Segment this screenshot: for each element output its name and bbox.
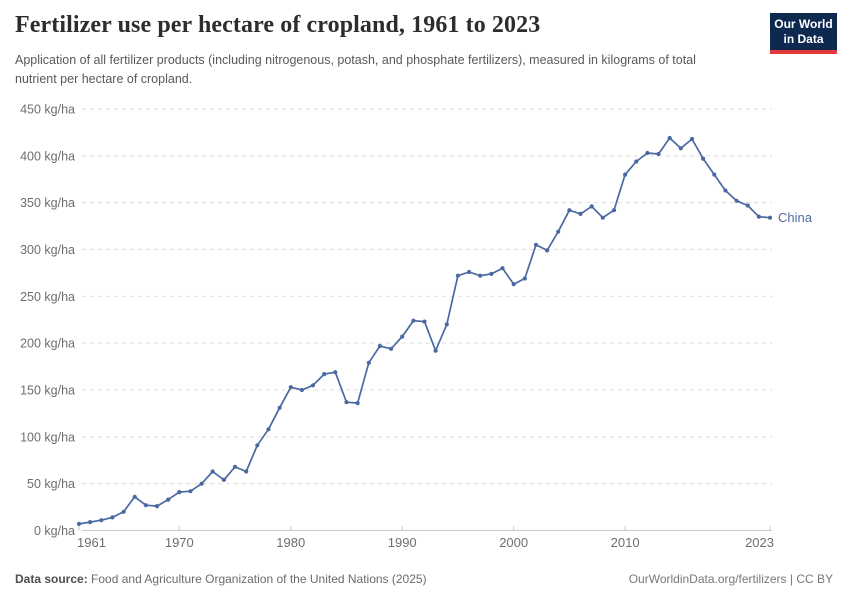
y-tick-label: 0 kg/ha [34, 524, 75, 538]
data-source: Data source: Food and Agriculture Organi… [15, 572, 427, 586]
data-point[interactable] [689, 136, 695, 142]
data-point[interactable] [678, 146, 683, 151]
data-point[interactable] [366, 360, 371, 365]
data-point[interactable] [132, 494, 137, 499]
x-tick-label: 1980 [276, 535, 305, 550]
data-point[interactable] [734, 198, 739, 203]
data-point[interactable] [344, 400, 349, 405]
data-point[interactable] [611, 208, 617, 213]
data-point[interactable] [210, 469, 215, 474]
owid-logo-line1: Our World [774, 17, 833, 31]
y-tick-label: 250 kg/ha [20, 290, 75, 304]
x-tick-label: 1961 [77, 535, 106, 550]
data-point[interactable] [177, 490, 182, 495]
data-point[interactable] [277, 405, 282, 410]
data-point[interactable] [110, 515, 115, 520]
data-point[interactable] [389, 346, 394, 351]
data-point[interactable] [232, 464, 238, 469]
data-point[interactable] [745, 203, 750, 208]
data-point[interactable] [333, 370, 338, 375]
x-tick-label: 1970 [165, 535, 194, 550]
data-point[interactable] [511, 282, 516, 287]
data-point[interactable] [199, 481, 204, 486]
owid-logo[interactable]: Our World in Data [770, 13, 837, 54]
data-point[interactable] [556, 229, 561, 234]
data-point[interactable] [310, 383, 316, 388]
data-point[interactable] [266, 427, 271, 432]
data-point[interactable] [623, 172, 628, 177]
data-point[interactable] [455, 273, 460, 278]
data-point[interactable] [322, 372, 327, 377]
data-point[interactable] [355, 401, 360, 406]
data-point[interactable] [422, 319, 427, 324]
x-tick-label: 1990 [388, 535, 417, 550]
owid-logo-red-bar [770, 50, 837, 54]
data-point[interactable] [244, 469, 249, 474]
page-title: Fertilizer use per hectare of cropland, … [15, 12, 541, 38]
data-point[interactable] [489, 271, 494, 276]
x-tick-label: 2023 [745, 535, 774, 550]
data-point[interactable] [656, 151, 661, 157]
data-point[interactable] [255, 443, 260, 448]
data-point[interactable] [88, 520, 93, 525]
data-point[interactable] [154, 504, 160, 509]
y-tick-label: 450 kg/ha [20, 103, 75, 117]
data-point[interactable] [377, 343, 382, 349]
data-point[interactable] [299, 387, 304, 393]
y-tick-label: 400 kg/ha [20, 149, 75, 163]
y-tick-label: 100 kg/ha [20, 430, 75, 444]
data-point[interactable] [578, 211, 583, 216]
data-point[interactable] [143, 503, 148, 508]
x-tick-label: 2010 [611, 535, 640, 550]
owid-logo-text: Our World in Data [770, 13, 837, 50]
owid-logo-line2: in Data [783, 32, 824, 46]
data-point[interactable] [411, 318, 416, 323]
data-point[interactable] [166, 497, 171, 502]
y-tick-label: 50 kg/ha [27, 477, 75, 491]
data-point[interactable] [433, 348, 438, 353]
data-point[interactable] [288, 385, 293, 390]
series-line-china[interactable] [78, 137, 771, 525]
data-point[interactable] [444, 322, 449, 327]
data-point[interactable] [76, 521, 82, 527]
data-point[interactable] [701, 156, 706, 161]
data-point[interactable] [723, 188, 728, 193]
data-source-label: Data source: [15, 572, 88, 586]
data-point[interactable] [589, 204, 594, 209]
data-point[interactable] [600, 215, 605, 220]
x-tick-label: 2000 [499, 535, 528, 550]
data-point[interactable] [667, 135, 672, 141]
y-tick-label: 300 kg/ha [20, 243, 75, 257]
data-point[interactable] [467, 269, 472, 275]
y-tick-label: 200 kg/ha [20, 337, 75, 351]
data-point[interactable] [545, 248, 550, 253]
data-point[interactable] [400, 334, 405, 339]
data-point[interactable] [221, 477, 226, 482]
data-point[interactable] [478, 273, 483, 278]
data-point[interactable] [121, 509, 126, 514]
data-point[interactable] [533, 242, 539, 247]
chart-footer: Data source: Food and Agriculture Organi… [15, 572, 833, 586]
owid-attribution-link[interactable]: OurWorldinData.org/fertilizers | CC BY [628, 572, 833, 586]
data-point[interactable] [99, 518, 104, 523]
data-point[interactable] [634, 159, 639, 164]
data-point[interactable] [767, 215, 773, 220]
chart-subtitle: Application of all fertilizer products (… [15, 53, 696, 86]
data-point[interactable] [500, 266, 505, 271]
series-label[interactable]: China [778, 210, 813, 225]
data-point[interactable] [756, 214, 762, 219]
data-point[interactable] [712, 172, 717, 177]
data-point[interactable] [567, 208, 572, 213]
data-point[interactable] [645, 150, 650, 156]
data-source-value: Food and Agriculture Organization of the… [91, 572, 427, 586]
y-tick-label: 150 kg/ha [20, 384, 75, 398]
y-tick-label: 350 kg/ha [20, 196, 75, 210]
data-point[interactable] [522, 276, 527, 281]
data-point[interactable] [188, 489, 193, 494]
